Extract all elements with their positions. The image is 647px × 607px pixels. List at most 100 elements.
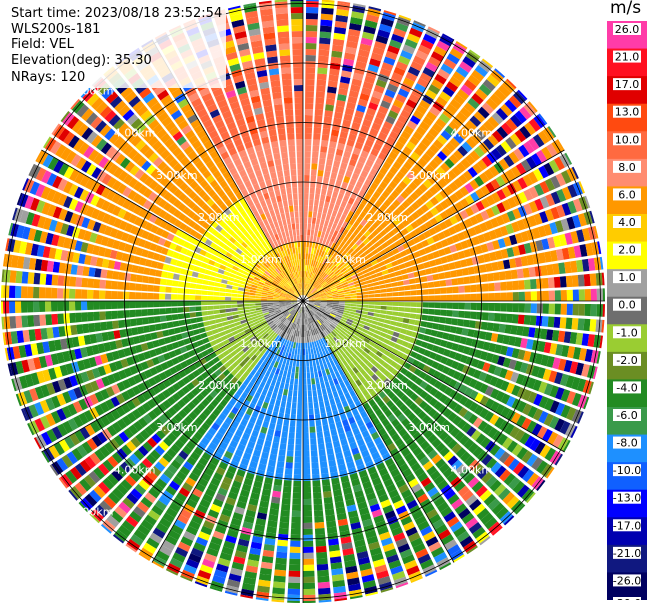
velocity-gate	[200, 134, 210, 144]
velocity-gate	[251, 268, 258, 274]
velocity-gate	[87, 289, 94, 299]
velocity-gate	[172, 273, 180, 280]
velocity-gate	[255, 307, 262, 311]
velocity-gate	[322, 424, 330, 432]
velocity-gate	[344, 144, 354, 153]
velocity-gate	[73, 415, 84, 428]
velocity-gate	[243, 356, 251, 363]
velocity-gate	[367, 64, 380, 73]
velocity-gate	[274, 309, 281, 313]
velocity-gate	[148, 276, 155, 284]
velocity-gate	[34, 258, 43, 271]
velocity-gate	[217, 99, 228, 109]
velocity-gate	[299, 318, 301, 325]
velocity-gate	[341, 250, 348, 257]
velocity-gate	[342, 195, 350, 203]
velocity-gate	[303, 480, 311, 487]
velocity-gate	[322, 207, 328, 215]
velocity-gate	[579, 244, 588, 257]
velocity-gate	[234, 506, 245, 515]
velocity-gate	[324, 356, 330, 363]
velocity-gate	[235, 248, 243, 255]
velocity-gate	[246, 265, 253, 271]
velocity-gate	[269, 330, 275, 337]
velocity-gate	[311, 247, 315, 255]
velocity-gate	[316, 425, 323, 433]
velocity-gate	[183, 161, 194, 171]
velocity-gate	[196, 504, 209, 514]
velocity-gate	[224, 470, 235, 480]
velocity-gate	[326, 296, 333, 299]
velocity-gate	[273, 303, 280, 306]
velocity-gate	[121, 415, 132, 427]
velocity-gate	[47, 204, 57, 217]
velocity-gate	[314, 230, 318, 237]
velocity-gate	[189, 493, 201, 504]
velocity-gate	[413, 250, 421, 258]
velocity-gate	[566, 216, 576, 230]
velocity-gate	[94, 322, 102, 332]
velocity-gate	[450, 270, 458, 278]
velocity-gate	[355, 268, 362, 274]
velocity-gate	[237, 294, 244, 298]
velocity-gate	[166, 249, 175, 257]
velocity-gate	[274, 233, 280, 241]
velocity-gate	[192, 204, 201, 214]
velocity-gate	[427, 26, 441, 34]
velocity-gate	[279, 49, 291, 57]
velocity-gate	[172, 382, 181, 392]
velocity-gate	[130, 225, 139, 235]
velocity-gate	[343, 286, 350, 291]
velocity-gate	[472, 163, 483, 175]
velocity-gate	[286, 187, 292, 195]
velocity-gate	[312, 151, 319, 158]
velocity-gate	[314, 267, 318, 274]
velocity-gate	[93, 301, 100, 310]
velocity-gate	[65, 470, 78, 484]
velocity-gate	[217, 145, 227, 155]
velocity-gate	[256, 591, 270, 600]
velocity-gate	[201, 472, 212, 482]
velocity-gate	[597, 241, 602, 255]
velocity-gate	[283, 97, 293, 104]
velocity-gate	[368, 290, 375, 295]
velocity-gate	[218, 331, 226, 337]
velocity-gate	[538, 165, 549, 179]
velocity-gate	[333, 244, 339, 251]
velocity-gate	[436, 40, 450, 52]
velocity-gate	[539, 196, 550, 209]
velocity-gate	[260, 213, 267, 221]
velocity-gate	[108, 438, 120, 451]
velocity-gate	[433, 280, 441, 288]
velocity-gate	[89, 393, 99, 406]
velocity-gate	[304, 139, 312, 146]
velocity-gate	[368, 217, 376, 226]
velocity-gate	[221, 236, 229, 244]
velocity-gate	[367, 187, 375, 196]
velocity-gate	[223, 325, 230, 331]
velocity-gate	[391, 526, 404, 537]
velocity-gate	[356, 55, 369, 64]
velocity-gate	[316, 218, 321, 225]
velocity-gate	[304, 157, 311, 164]
velocity-gate	[227, 57, 240, 67]
velocity-gate	[89, 333, 98, 344]
velocity-gate	[359, 277, 366, 283]
velocity-gate	[379, 284, 386, 289]
velocity-gate	[74, 240, 83, 252]
velocity-gate	[251, 281, 259, 286]
velocity-gate	[311, 316, 315, 323]
velocity-gate	[479, 264, 487, 273]
velocity-gate	[281, 317, 287, 324]
velocity-gate	[423, 230, 432, 239]
velocity-gate	[473, 224, 483, 235]
velocity-gate	[174, 363, 183, 372]
velocity-gate	[3, 301, 10, 314]
velocity-gate	[570, 230, 579, 244]
velocity-gate	[202, 408, 212, 417]
velocity-gate	[75, 277, 83, 288]
velocity-gate	[266, 465, 275, 473]
velocity-gate	[385, 483, 397, 493]
velocity-gate	[303, 390, 308, 397]
velocity-gate	[488, 165, 500, 177]
